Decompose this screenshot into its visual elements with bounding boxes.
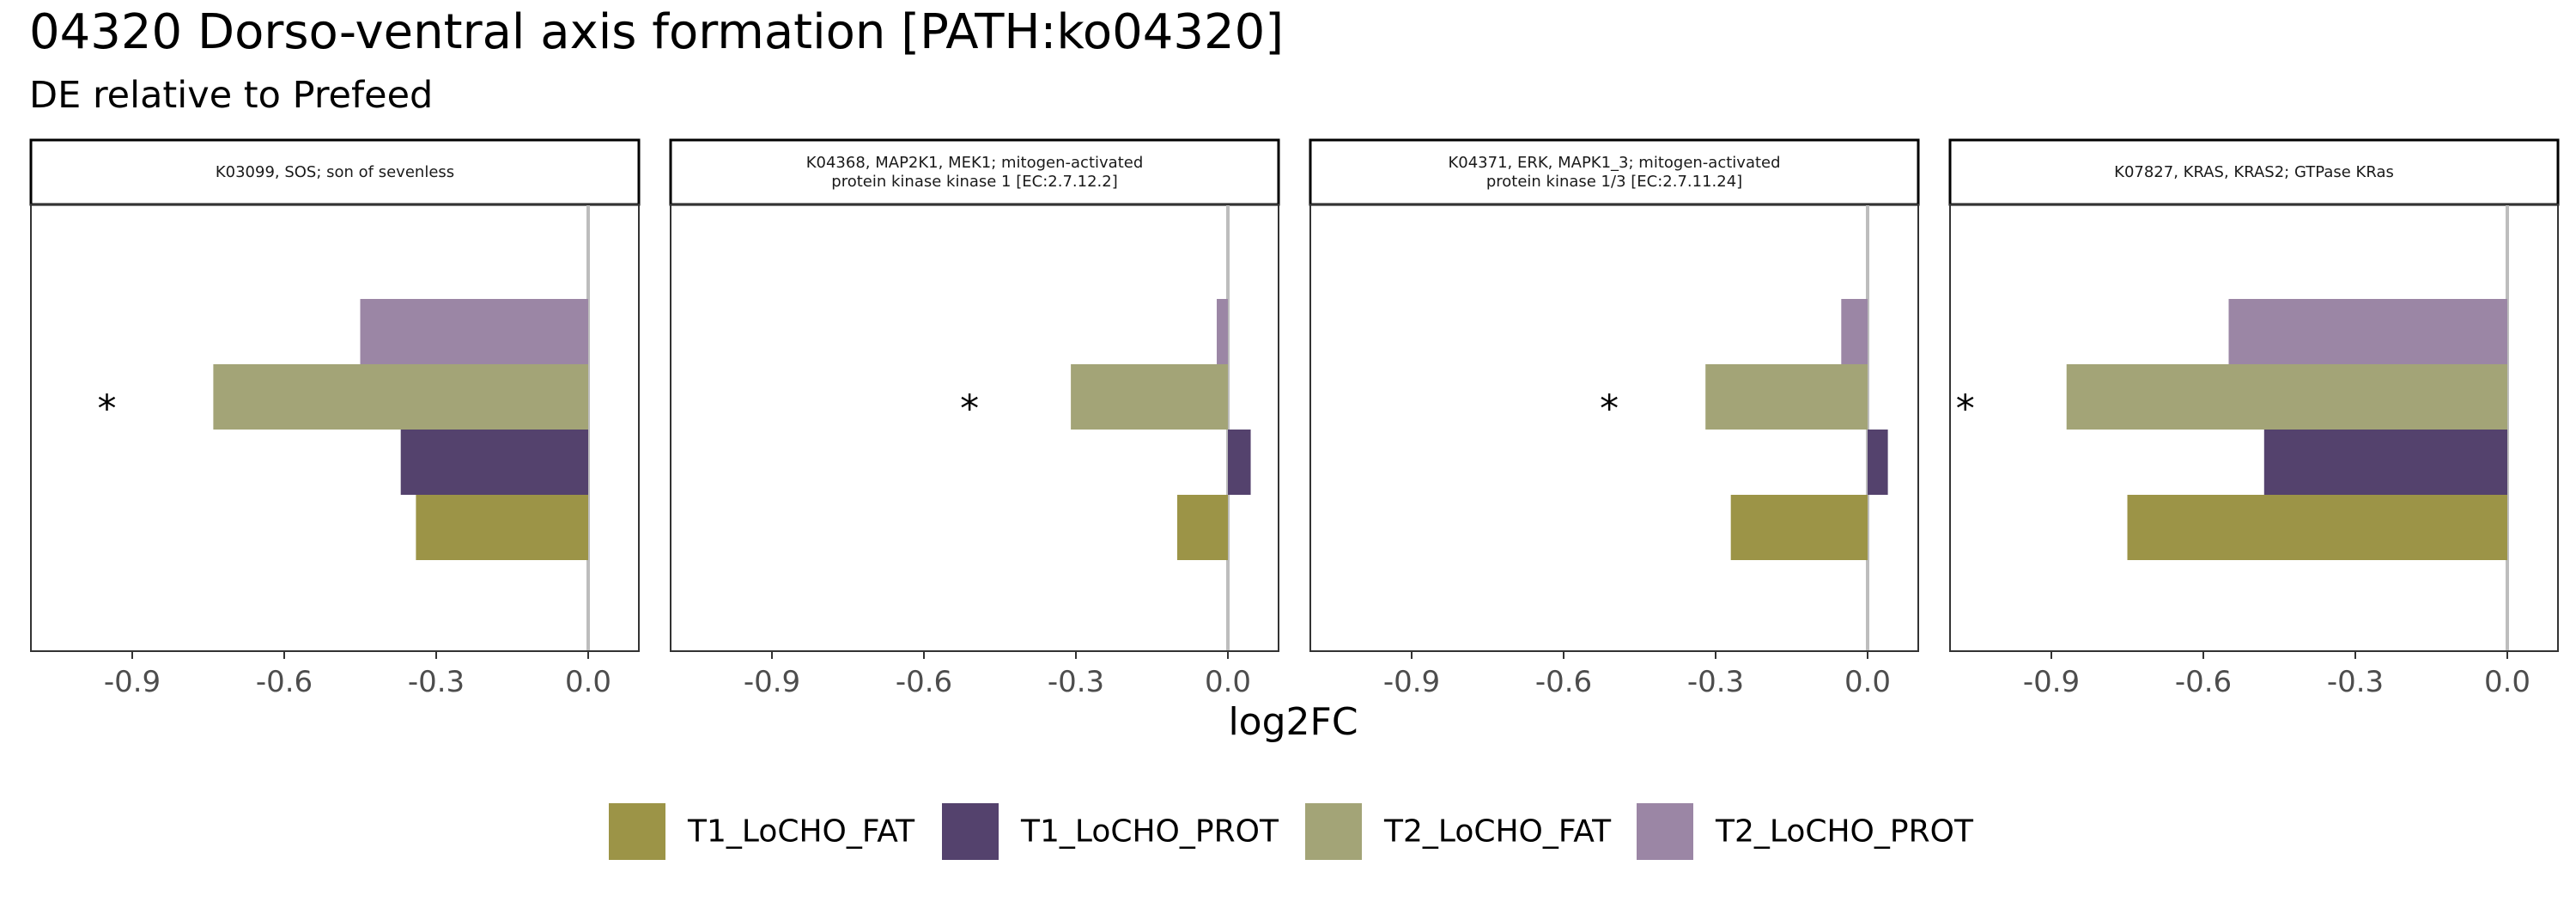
bar-t1-locho-prot [1868,430,1888,495]
facet-strip [669,138,1280,206]
significance-marker: * [1956,387,1975,431]
x-tick-label: -0.3 [2327,665,2384,699]
bar-t2-locho-fat [213,364,588,430]
chart-title: 04320 Dorso-ventral axis formation [PATH… [29,4,1284,60]
x-tick-label: -0.6 [256,665,313,699]
legend-item: T1_LoCHO_PROT [942,803,1279,860]
chart-subtitle: DE relative to Prefeed [29,74,433,117]
x-tick-label: 0.0 [1205,665,1251,699]
facet-strip [1309,138,1920,206]
legend-swatch [609,803,665,860]
panel-border [670,204,1279,652]
legend-item: T2_LoCHO_FAT [1305,803,1612,860]
legend: T1_LoCHO_FAT T1_LoCHO_PROT T2_LoCHO_FAT T2_… [609,803,1974,860]
significance-marker: * [98,387,117,431]
facet-strip [29,138,641,206]
bar-t1-locho-prot [2263,430,2507,495]
bar-t1-locho-fat [1177,495,1228,560]
x-tick-label: 0.0 [2484,665,2530,699]
facet-strip-label: K03099, SOS; son of sevenless [216,163,454,181]
legend-label: T2_LoCHO_PROT [1715,814,1974,850]
bar-t1-locho-prot [400,430,588,495]
facet-strip-label: K04371, ERK, MAPK1_3; mitogen-activated [1448,154,1780,172]
bar-t2-locho-fat [1705,364,1868,430]
bar-t2-locho-fat [2066,364,2507,430]
x-tick-label: -0.3 [1048,665,1104,699]
facet-panel: K03099, SOS; son of sevenless * -0.9 -0.6 -0… [29,138,641,699]
legend-swatch [1637,803,1693,860]
significance-marker: * [960,387,979,431]
bar-t2-locho-prot [1217,299,1228,364]
bar-t1-locho-fat [2127,495,2507,560]
facet-strip-label: K07827, KRAS, KRAS2; GTPase KRas [2114,163,2394,181]
legend-label: T1_LoCHO_PROT [1020,814,1279,850]
legend-item: T2_LoCHO_PROT [1637,803,1974,860]
x-tick-label: -0.9 [744,665,800,699]
panel-border [30,204,640,652]
bar-t1-locho-fat [1730,495,1868,560]
x-tick-label: 0.0 [1844,665,1891,699]
facet-panels: K03099, SOS; son of sevenless * -0.9 -0.6 -0… [29,138,2560,699]
facet-panel: K07827, KRAS, KRAS2; GTPase KRas * -0.9 -0.… [1948,138,2560,699]
legend-swatch [1305,803,1362,860]
bar-t2-locho-prot [1841,299,1868,364]
x-tick-label: -0.6 [896,665,952,699]
significance-marker: * [1600,387,1619,431]
x-tick-label: 0.0 [565,665,611,699]
bar-t2-locho-prot [2228,299,2507,364]
bar-t1-locho-fat [416,495,588,560]
x-tick-label: -0.9 [2023,665,2080,699]
facet-strip-label: protein kinase kinase 1 [EC:2.7.12.2] [831,173,1117,191]
x-axis-label: log2FC [1228,700,1358,744]
panel-border [1949,204,2559,652]
x-tick-label: -0.6 [1535,665,1592,699]
bar-t2-locho-fat [1071,364,1228,430]
bar-t1-locho-prot [1228,430,1251,495]
x-tick-label: -0.3 [408,665,465,699]
facet-panel: K04368, MAP2K1, MEK1; mitogen-activatedp… [669,138,1280,699]
facet-strip [1948,138,2560,206]
x-tick-label: -0.6 [2175,665,2232,699]
panel-border [1309,204,1919,652]
legend-label: T1_LoCHO_FAT [687,814,915,850]
legend-item: T1_LoCHO_FAT [609,803,915,860]
bar-t2-locho-prot [360,299,588,364]
x-tick-label: -0.9 [104,665,161,699]
legend-swatch [942,803,999,860]
x-tick-label: -0.9 [1383,665,1440,699]
x-tick-label: -0.3 [1687,665,1744,699]
facet-panel: K04371, ERK, MAPK1_3; mitogen-activatedp… [1309,138,1920,699]
legend-label: T2_LoCHO_FAT [1383,814,1612,850]
facet-strip-label: K04368, MAP2K1, MEK1; mitogen-activated [806,154,1144,172]
facet-strip-label: protein kinase 1/3 [EC:2.7.11.24] [1486,173,1742,191]
